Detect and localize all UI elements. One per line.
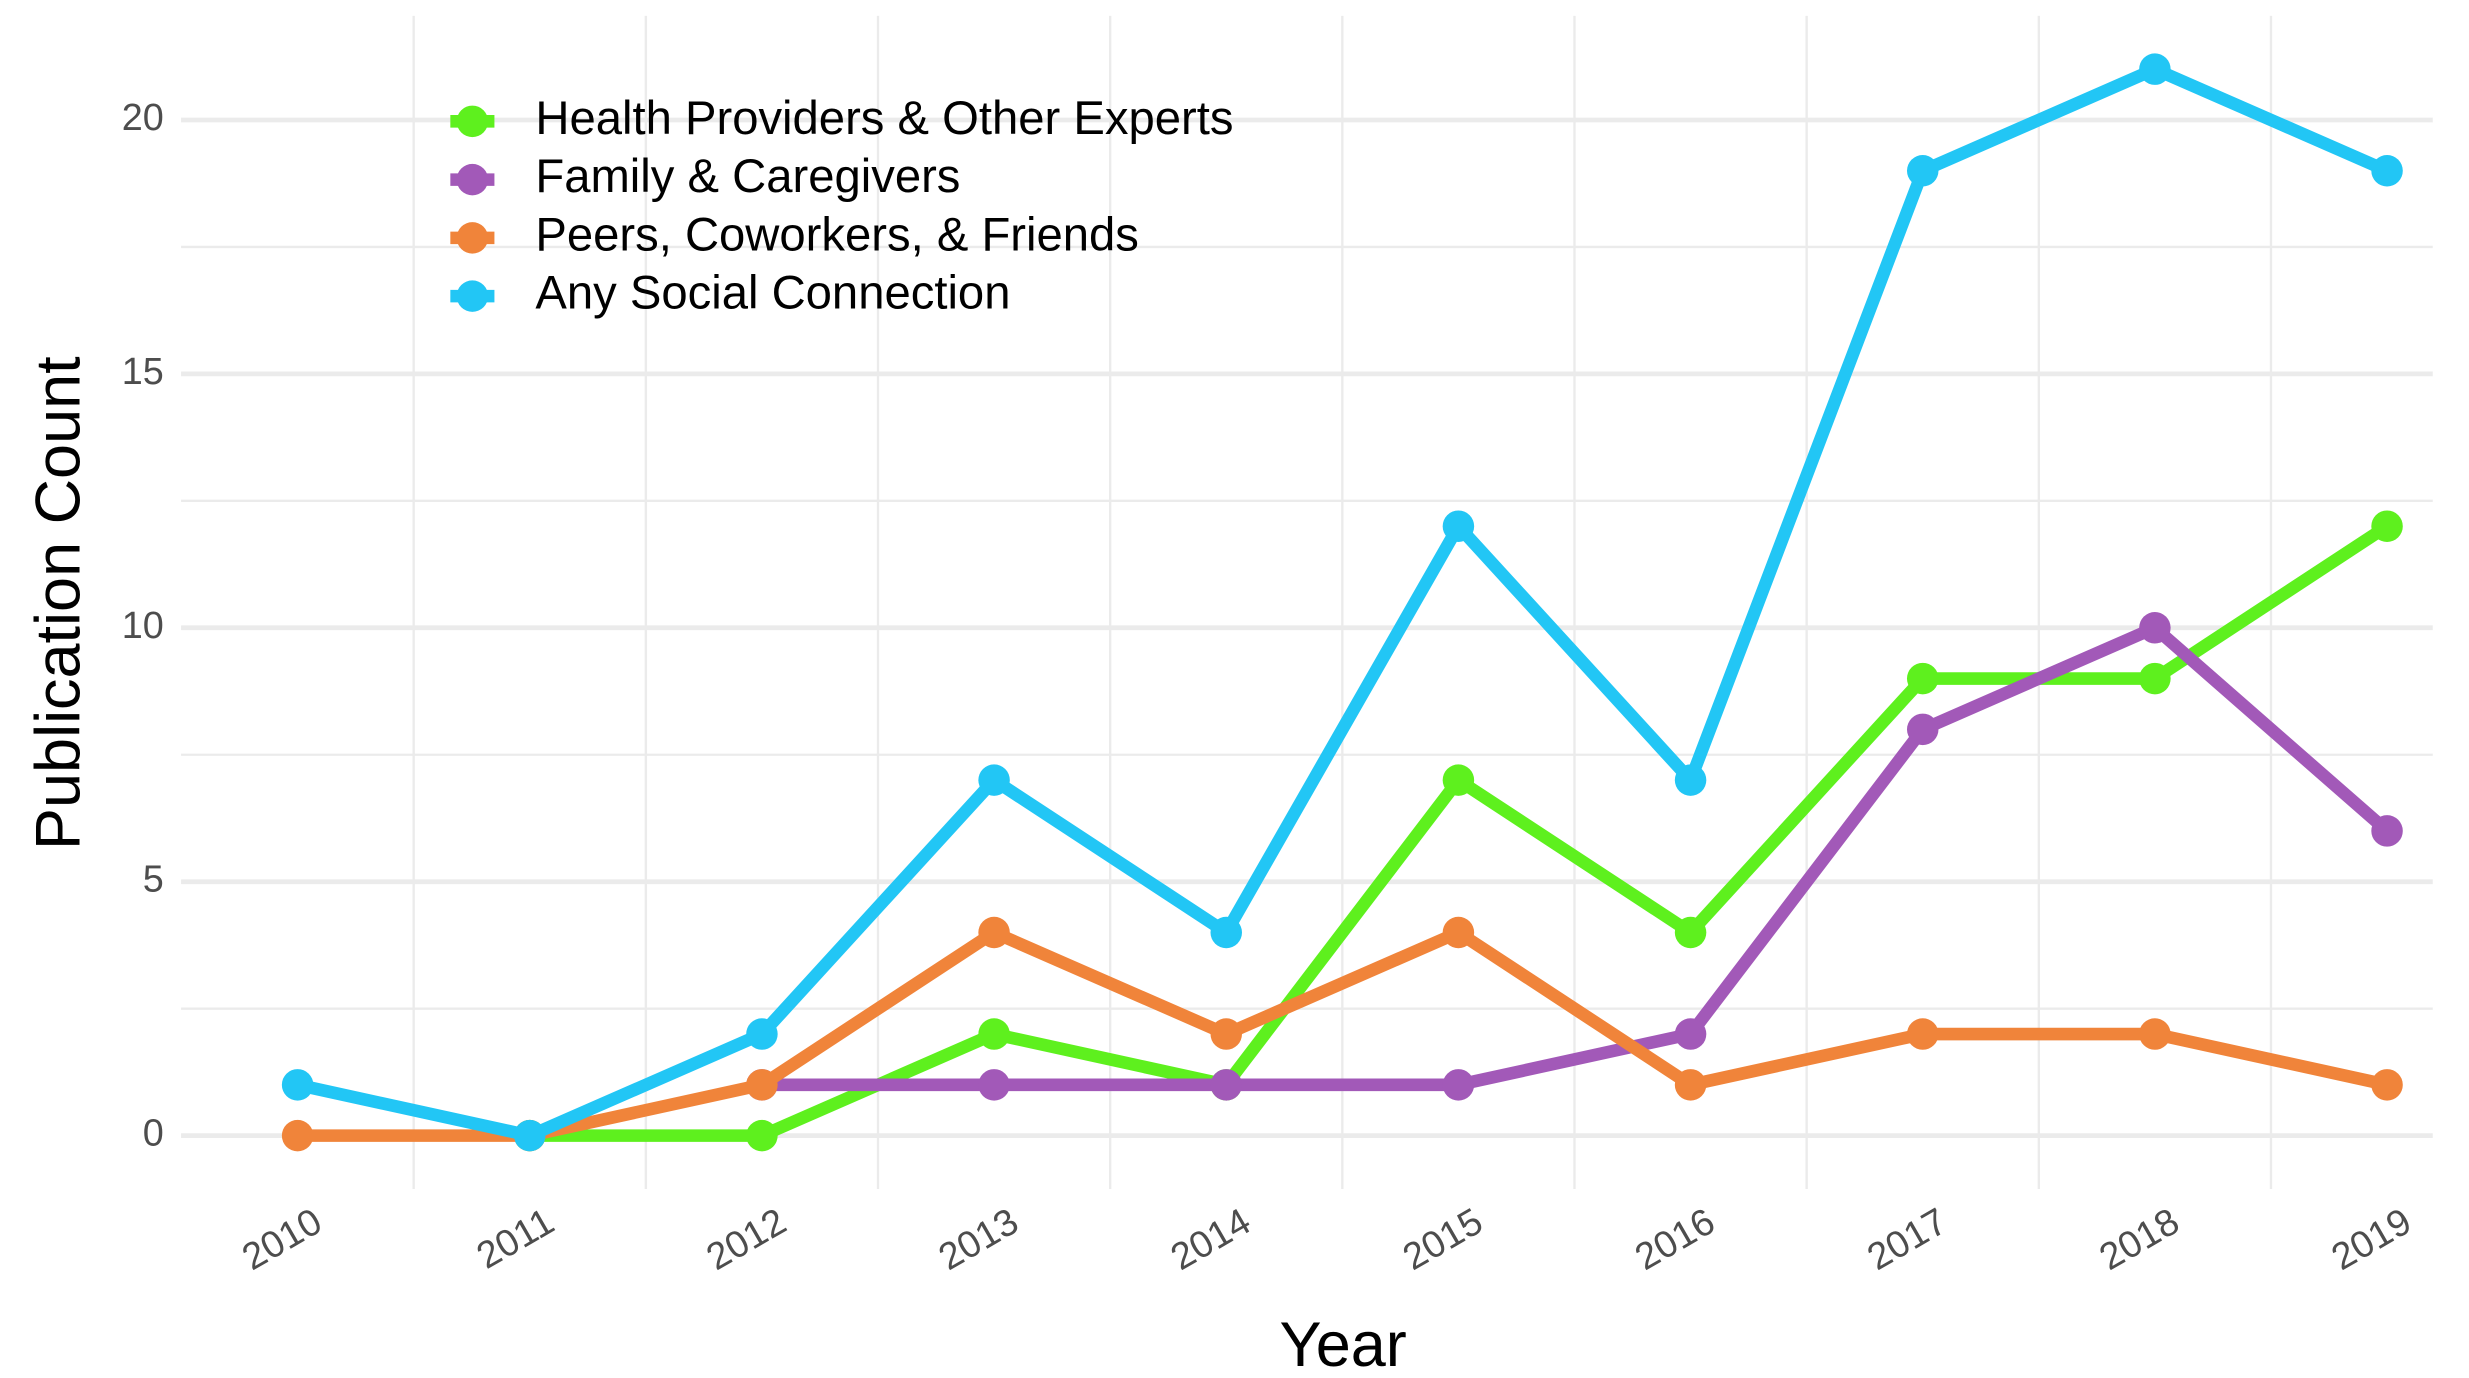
series-line <box>529 520 2391 1142</box>
y-tick-label: 5 <box>143 859 164 901</box>
data-point <box>978 916 1010 949</box>
series-line <box>296 62 2390 1142</box>
x-axis-title: Year <box>1280 1310 1407 1378</box>
x-tick-label: 2019 <box>2325 1201 2419 1279</box>
data-point <box>1442 510 1475 542</box>
legend-label: Family & Caregivers <box>535 150 960 203</box>
x-tick-label: 2018 <box>2093 1201 2187 1279</box>
data-point <box>1906 154 1939 187</box>
data-point <box>746 1069 778 1101</box>
data-point <box>1442 1069 1475 1101</box>
grid <box>181 15 2433 1189</box>
series-line <box>761 621 2392 1092</box>
y-axis-title: Publication Count <box>24 356 94 850</box>
legend-dot <box>456 280 489 312</box>
data-point <box>281 1069 314 1101</box>
x-tick-label: 2017 <box>1860 1201 1954 1279</box>
data-point <box>1674 1069 1707 1101</box>
data-point <box>1906 1018 1939 1050</box>
data-point <box>281 1119 314 1152</box>
data-point <box>2371 815 2403 847</box>
data-point <box>978 1069 1010 1101</box>
x-tick-label: 2010 <box>235 1201 329 1279</box>
data-point <box>978 764 1010 796</box>
legend-dot <box>456 163 489 196</box>
legend-label: Health Providers & Other Experts <box>535 92 1233 145</box>
x-tick-label: 2012 <box>700 1201 794 1279</box>
y-tick-label: 20 <box>122 97 164 139</box>
x-tick-label: 2011 <box>470 1201 561 1278</box>
data-point <box>2139 612 2171 644</box>
data-point <box>2371 1069 2403 1101</box>
legend-label: Any Social Connection <box>535 267 1010 320</box>
data-point <box>1674 1018 1707 1050</box>
data-point <box>2139 53 2171 85</box>
data-point <box>2139 1018 2171 1050</box>
x-tick-label: 2014 <box>1164 1201 1258 1279</box>
data-point <box>1210 1018 1242 1050</box>
x-tick-label: 2013 <box>932 1201 1026 1279</box>
legend-dot <box>456 105 489 138</box>
data-point <box>746 1018 778 1050</box>
data-point <box>1442 916 1475 949</box>
data-point <box>2139 662 2171 695</box>
data-point <box>1442 764 1475 796</box>
x-tick-label: 2015 <box>1396 1201 1490 1279</box>
data-point <box>978 1018 1010 1050</box>
data-point <box>514 1119 546 1152</box>
legend-label: Peers, Coworkers, & Friends <box>535 208 1139 261</box>
data-point <box>2371 510 2403 542</box>
data-point <box>1674 916 1707 949</box>
series-line <box>297 926 2389 1142</box>
y-tick-label: 0 <box>143 1113 164 1155</box>
data-point <box>1210 1069 1242 1101</box>
data-point <box>2371 154 2403 187</box>
legend-dot <box>456 222 489 254</box>
y-tick-label: 15 <box>122 351 164 393</box>
data-point <box>1674 764 1707 796</box>
data-point <box>1906 662 1939 695</box>
x-tick-label: 2016 <box>1628 1201 1722 1279</box>
data-point <box>1210 916 1242 949</box>
y-tick-label: 10 <box>122 605 164 647</box>
data-point <box>746 1119 778 1152</box>
data-point <box>1906 713 1939 746</box>
